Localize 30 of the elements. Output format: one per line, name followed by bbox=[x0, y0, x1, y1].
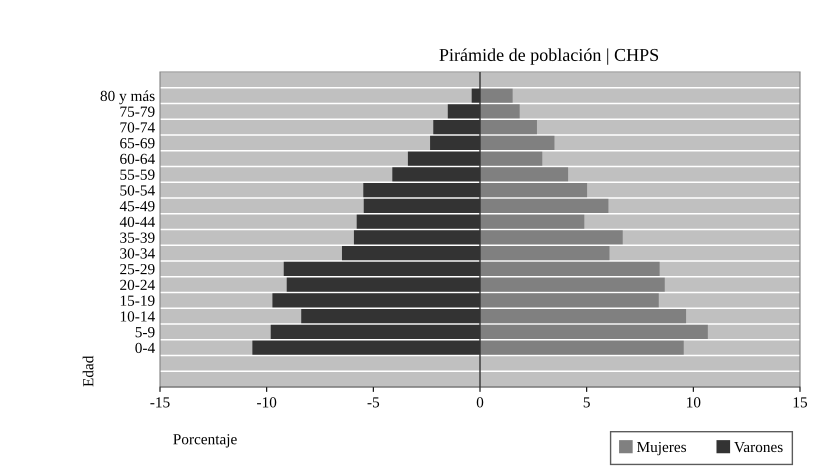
y-tick-label: 55-59 bbox=[120, 170, 155, 180]
y-tick-label: 80 y más bbox=[100, 90, 155, 104]
y-tick-label: 0-4 bbox=[135, 342, 155, 354]
y-tick-label: 35-39 bbox=[120, 232, 155, 243]
y-tick-label: 20-24 bbox=[120, 280, 155, 290]
y-tick-label: 70-74 bbox=[120, 122, 155, 133]
y-tick-label: 25-29 bbox=[120, 264, 155, 274]
x-tick-label: 0 bbox=[476, 397, 484, 408]
legend-label: Mujeres bbox=[637, 442, 686, 456]
x-tick-label: 10 bbox=[687, 397, 700, 408]
x-tick-label: 5 bbox=[584, 397, 590, 408]
y-tick-label: 30-34 bbox=[120, 248, 155, 259]
y-tick-label: 10-14 bbox=[120, 311, 155, 322]
x-tick-label: -5 bbox=[368, 397, 380, 408]
y-tick-label: 50-54 bbox=[120, 185, 155, 196]
x-tick-label: -10 bbox=[257, 397, 276, 408]
bar bbox=[480, 88, 513, 103]
x-tick-label: -15 bbox=[150, 397, 170, 408]
y-tick-label: 65-69 bbox=[120, 138, 155, 148]
y-tick-label: 15-19 bbox=[120, 296, 155, 306]
chart-title: Pirámide de población | CHPS bbox=[439, 48, 658, 65]
y-tick-label: 75-79 bbox=[120, 106, 155, 117]
y-tick-label: 45-49 bbox=[120, 201, 155, 212]
legend-label: Varones bbox=[734, 442, 783, 452]
y-tick-label: 60-64 bbox=[120, 154, 155, 164]
x-tick-label: 15 bbox=[794, 397, 808, 408]
y-tick-label: 40-44 bbox=[120, 216, 155, 228]
x-axis-title: Porcentaje bbox=[173, 434, 237, 448]
y-tick-label: 5-9 bbox=[136, 327, 155, 338]
y-axis-title: Edad bbox=[82, 356, 94, 387]
